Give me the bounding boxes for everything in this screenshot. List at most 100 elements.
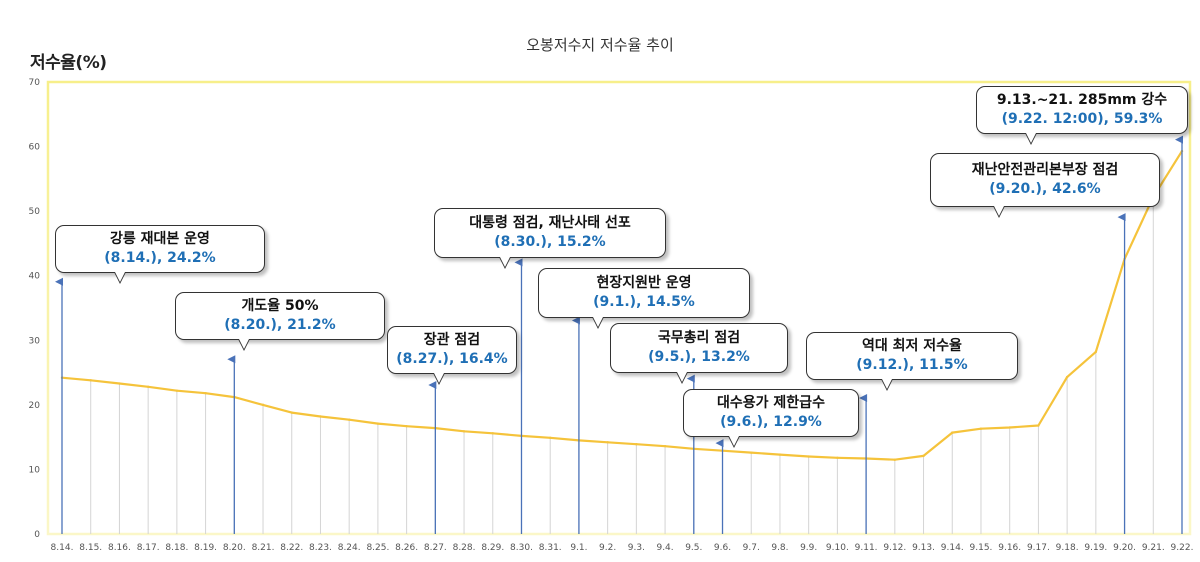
annotation-event: 장관 점검 [423,332,481,349]
callout-tail-fill [433,373,444,383]
callout-tail-fill [115,272,126,282]
annotation-box: 국무총리 점검 (9.5.), 13.2% [610,323,788,384]
x-tick-label: 8.26. [395,543,418,553]
x-tick-label: 9.5. [685,543,702,553]
x-tick-label: 8.21. [252,543,275,553]
x-tick-label: 8.20. [223,543,246,553]
x-tick-label: 9.1. [570,543,587,553]
y-tick-label: 60 [29,143,41,153]
data-point [405,424,408,428]
x-tick-label: 8.29. [481,543,504,553]
x-tick-label: 8.25. [366,543,389,553]
x-tick-label: 9.13. [912,543,935,553]
data-point [1008,426,1011,429]
data-point [836,456,839,460]
x-tick-label: 9.17. [1027,543,1050,553]
annotation-value: (8.20.), 21.2% [224,317,336,333]
plot-frame [46,80,1192,536]
data-point [1037,424,1040,427]
annotation-box: 현장지원반 운영 (9.1.), 14.5% [538,268,750,329]
y-tick-label: 20 [29,401,41,411]
annotation-event: 국무총리 점검 [657,330,741,347]
x-tick-label: 8.15. [79,543,102,553]
callout-tail-fill [239,339,250,349]
data-point [175,389,179,392]
x-tick-label: 9.7. [743,543,760,553]
chart-title: 오봉저수지 저수율 추이 [526,36,674,54]
annotation-value: (8.14.), 24.2% [104,250,216,266]
data-point [1094,350,1098,354]
x-tick-label: 9.11. [855,543,878,553]
annotation-value: (9.1.), 14.5% [593,294,695,310]
data-point [663,444,667,448]
x-tick-label: 8.31. [539,543,562,553]
annotation-value: (9.22. 12:00), 59.3% [1001,111,1163,127]
x-tick-label: 9.20. [1113,543,1136,553]
annotation-box: 강릉 재대본 운영 (8.14.), 24.2% [55,225,265,284]
annotation-box: 개도율 50% (8.20.), 21.2% [175,292,385,351]
x-tick-label: 9.14. [941,543,964,553]
annotation-box: 대통령 점검, 재난사태 선포 (8.30.), 15.2% [434,208,666,269]
x-tick-label: 8.18. [165,543,188,553]
y-tick-label: 10 [29,465,41,475]
x-tick-label: 9.3. [628,543,645,553]
data-point [118,382,121,385]
x-tick-label: 9.2. [599,543,616,553]
x-tick-label: 9.12. [883,543,906,553]
data-point [290,411,293,414]
y-tick-label: 70 [29,78,41,88]
x-tick-label: 9.18. [1056,543,1079,553]
annotation-value: (8.30.), 15.2% [494,234,606,250]
annotation-event: 9.13.~21. 285mm 강수 [996,92,1168,109]
y-axis-title: 저수율(%) [30,53,107,73]
data-point [261,403,265,407]
annotation-value: (8.27.), 16.4% [396,351,508,367]
x-tick-label: 8.17. [137,543,160,553]
y-tick-label: 50 [29,207,41,217]
x-tick-label: 8.27. [424,543,447,553]
data-point [549,436,552,439]
x-tick-label: 8.28. [453,543,476,553]
annotation-event: 대통령 점검, 재난사태 선포 [469,215,631,232]
annotation-event: 강릉 재대본 운영 [110,231,210,248]
annotation-box: 역대 최저 저수율 (9.12.), 11.5% [806,332,1018,391]
data-point [319,415,322,418]
x-tick-label: 9.19. [1084,543,1107,553]
annotation-event: 대수용가 제한급수 [717,395,825,412]
y-tick-labels: 0 10 20 30 40 50 60 70 [29,78,41,540]
x-tick-label: 9.22. [1171,543,1194,553]
callout-tail-fill [500,257,511,267]
annotation-value: (9.12.), 11.5% [856,357,968,373]
annotation-value: (9.20.), 42.6% [989,181,1101,197]
data-point [979,427,983,430]
data-point [778,453,782,456]
data-point [204,392,207,395]
x-tick-label: 8.19. [194,543,217,553]
data-point [750,451,753,454]
annotation-event: 개도율 50% [241,298,319,315]
x-tick-label: 8.22. [280,543,303,553]
annotation-event: 현장지원반 운영 [596,275,692,292]
annotation-arrows [55,135,1183,534]
x-tick-label: 8.23. [309,543,332,553]
annotation-box: 9.13.~21. 285mm 강수 (9.22. 12:00), 59.3% [976,86,1188,145]
data-point [922,454,925,458]
x-tick-label: 8.30. [510,543,533,553]
callout-tail-fill [881,379,892,389]
annotation-box: 대수용가 제한급수 (9.6.), 12.9% [683,389,859,448]
data-point [893,458,897,461]
y-tick-label: 40 [29,272,41,282]
x-tick-label: 9.6. [714,543,731,553]
annotation-value: (9.6.), 12.9% [720,414,822,430]
annotation-box: 장관 점검 (8.27.), 16.4% [387,326,517,385]
x-tick-label: 8.24. [338,543,361,553]
x-tick-label: 9.4. [656,543,673,553]
x-tick-labels: 8.14. 8.15. 8.16. 8.17. 8.18. 8.19. 8.20. 8.21.… [51,543,1194,553]
x-tick-label: 8.14. [51,543,74,553]
callout-tail-fill [993,206,1004,216]
annotation-event: 재난안전관리본부장 점검 [971,162,1119,179]
data-point [951,431,954,434]
callout-tail-fill [592,317,603,327]
data-point [462,430,466,433]
